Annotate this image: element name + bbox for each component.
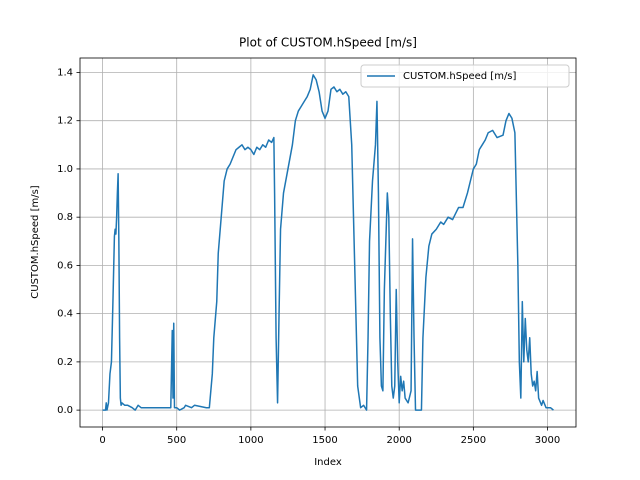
x-tick-label: 1500 xyxy=(312,435,337,446)
y-tick-label: 1.2 xyxy=(57,116,73,127)
x-tick-label: 0 xyxy=(99,435,105,446)
y-tick-label: 0.8 xyxy=(57,212,73,223)
y-tick-label: 0.4 xyxy=(57,309,73,320)
x-axis-label: Index xyxy=(314,457,342,468)
data-line xyxy=(102,74,554,411)
legend-box xyxy=(360,64,570,88)
y-tick-label: 0.2 xyxy=(57,357,73,368)
chart-title: Plot of CUSTOM.hSpeed [m/s] xyxy=(239,36,417,50)
x-tick-label: 2500 xyxy=(461,435,486,446)
y-tick-label: 0.0 xyxy=(57,405,73,416)
y-tick-label: 1.4 xyxy=(57,67,73,78)
legend-label: CUSTOM.hSpeed [m/s] xyxy=(403,71,517,82)
x-tick-label: 2000 xyxy=(386,435,411,446)
x-tick-label: 500 xyxy=(167,435,186,446)
x-tick-label: 3000 xyxy=(535,435,560,446)
axes-frame xyxy=(79,57,577,428)
y-tick-label: 0.6 xyxy=(57,260,73,271)
y-tick-label: 1.0 xyxy=(57,164,73,175)
x-tick-label: 1000 xyxy=(238,435,263,446)
y-axis-label: CUSTOM.hSpeed [m/s] xyxy=(30,185,41,299)
